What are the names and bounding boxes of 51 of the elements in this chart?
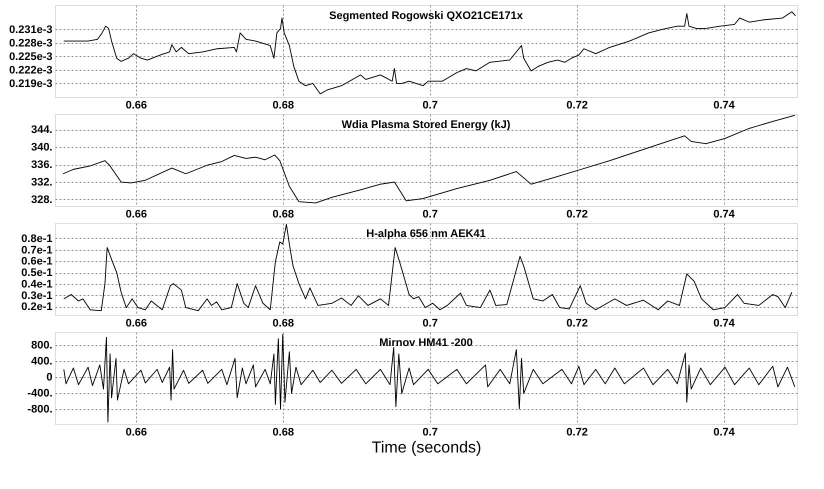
x-tick-label: 0.68	[272, 208, 294, 220]
x-tick-label: 0.72	[566, 100, 588, 112]
y-tick-label: 0.5e-1	[21, 267, 52, 280]
chart-title: Mirnov HM41 -200	[379, 337, 473, 349]
y-tick-label: 0.228e-3	[9, 37, 52, 50]
x-tick-label: 0.72	[566, 208, 588, 220]
line-series	[63, 11, 796, 94]
y-tick-label: 0.3e-1	[21, 290, 52, 302]
y-tick-label: -400.	[27, 387, 52, 400]
y-tick-label: 0.219e-3	[9, 78, 52, 90]
x-tick-label: 0.66	[126, 318, 148, 330]
x-tick-label: 0.68	[272, 426, 294, 438]
y-tick-label: -800.	[27, 403, 52, 416]
line-series	[63, 334, 796, 422]
y-tick-label: 0.231e-3	[9, 24, 52, 36]
y-tick-label: 0.7e-1	[21, 244, 52, 256]
x-tick-label: 0.7	[422, 100, 438, 112]
y-tick-label: 344.	[31, 124, 52, 136]
y-tick-label: 400.	[31, 355, 52, 368]
x-tick-label: 0.74	[713, 426, 736, 438]
chart-title: Wdia Plasma Stored Energy (kJ)	[342, 119, 511, 131]
y-tick-label: 0.225e-3	[9, 50, 52, 63]
y-tick-label: 340.	[31, 142, 52, 154]
x-axis-title: Time (seconds)	[372, 440, 482, 456]
y-tick-label: 0.2e-1	[21, 301, 52, 314]
y-tick-label: 0.6e-1	[21, 256, 52, 268]
x-tick-label: 0.74	[713, 100, 736, 112]
y-tick-label: 332.	[31, 176, 52, 189]
chart-title: H-alpha 656 nm AEK41	[366, 228, 486, 240]
x-tick-label: 0.74	[713, 318, 736, 330]
x-tick-label: 0.7	[422, 318, 438, 330]
y-tick-label: 0.222e-3	[9, 64, 52, 76]
x-tick-label: 0.66	[126, 426, 148, 438]
x-tick-label: 0.7	[422, 208, 438, 220]
x-tick-label: 0.72	[566, 426, 588, 438]
x-tick-label: 0.68	[272, 100, 294, 112]
x-tick-label: 0.7	[422, 426, 438, 438]
line-series	[63, 224, 792, 312]
y-tick-label: 800.	[31, 339, 52, 352]
x-tick-label: 0.66	[126, 208, 148, 220]
y-tick-label: 0.4e-1	[21, 278, 52, 290]
y-tick-label: 328.	[31, 194, 52, 206]
chart-title: Segmented Rogowski QXO21CE171x	[329, 10, 524, 22]
x-tick-label: 0.74	[713, 208, 736, 220]
x-tick-label: 0.68	[272, 318, 294, 330]
line-series	[62, 114, 796, 204]
x-tick-label: 0.66	[126, 100, 148, 112]
y-tick-label: 336.	[31, 159, 52, 172]
y-tick-label: 0	[46, 371, 52, 384]
x-tick-label: 0.72	[566, 318, 588, 330]
y-tick-label: 0.8e-1	[21, 232, 52, 245]
